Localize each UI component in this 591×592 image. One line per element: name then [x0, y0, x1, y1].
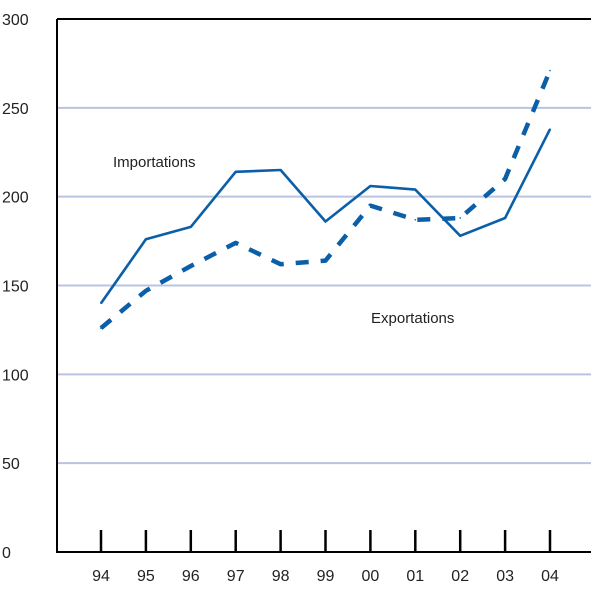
y-tick-label: 100 — [2, 367, 29, 384]
x-tick-label: 94 — [92, 568, 110, 585]
data-point-importations — [279, 169, 282, 171]
data-point-importations — [549, 128, 551, 130]
data-point-importations — [504, 217, 506, 219]
gridlines — [57, 18, 591, 465]
x-tick-label: 97 — [227, 568, 245, 585]
data-point-exportations — [234, 242, 237, 244]
data-point-exportations — [279, 263, 282, 265]
x-tick-label: 98 — [272, 568, 290, 585]
data-point-exportations — [324, 259, 327, 262]
data-point-exportations — [100, 327, 102, 329]
data-point-importations — [324, 220, 327, 223]
data-point-importations — [369, 185, 372, 187]
data-point-importations — [414, 188, 417, 191]
data-point-importations — [234, 170, 237, 173]
y-tick-labels: 0 50 100 150 200 250 300 — [2, 12, 29, 562]
x-tick-label: 95 — [137, 568, 155, 585]
data-point-exportations — [145, 290, 147, 292]
x-tick-label: 99 — [317, 568, 335, 585]
x-tick-label: 96 — [182, 568, 200, 585]
data-point-importations — [190, 226, 192, 228]
x-tick-label: 00 — [362, 568, 380, 585]
series-label-importations: Importations — [113, 154, 196, 171]
data-point-importations — [145, 238, 147, 241]
data-point-exportations — [369, 204, 372, 207]
x-tick-label: 02 — [451, 568, 469, 585]
x-tick-label: 03 — [496, 568, 514, 585]
y-tick-label: 50 — [2, 456, 20, 473]
x-tick-label: 04 — [541, 568, 559, 585]
y-tick-label: 0 — [2, 545, 11, 562]
series-label-exportations: Exportations — [371, 310, 454, 327]
data-point-exportations — [190, 265, 192, 267]
data-point-importations — [100, 302, 102, 305]
data-point-exportations — [504, 178, 506, 180]
y-tick-label: 200 — [2, 190, 29, 207]
x-ticks: 94 95 96 97 98 99 00 01 02 03 04 — [92, 530, 559, 585]
y-tick-label: 150 — [2, 279, 29, 296]
data-point-importations — [459, 234, 462, 237]
data-point-exportations — [414, 218, 417, 221]
data-point-exportations — [459, 217, 462, 219]
series-line-exportations — [99, 69, 553, 330]
x-tick-label: 01 — [406, 568, 424, 585]
data-point-exportations — [549, 69, 551, 72]
series-lines — [99, 69, 553, 330]
y-tick-label: 250 — [2, 101, 29, 118]
y-tick-label: 300 — [2, 12, 29, 29]
